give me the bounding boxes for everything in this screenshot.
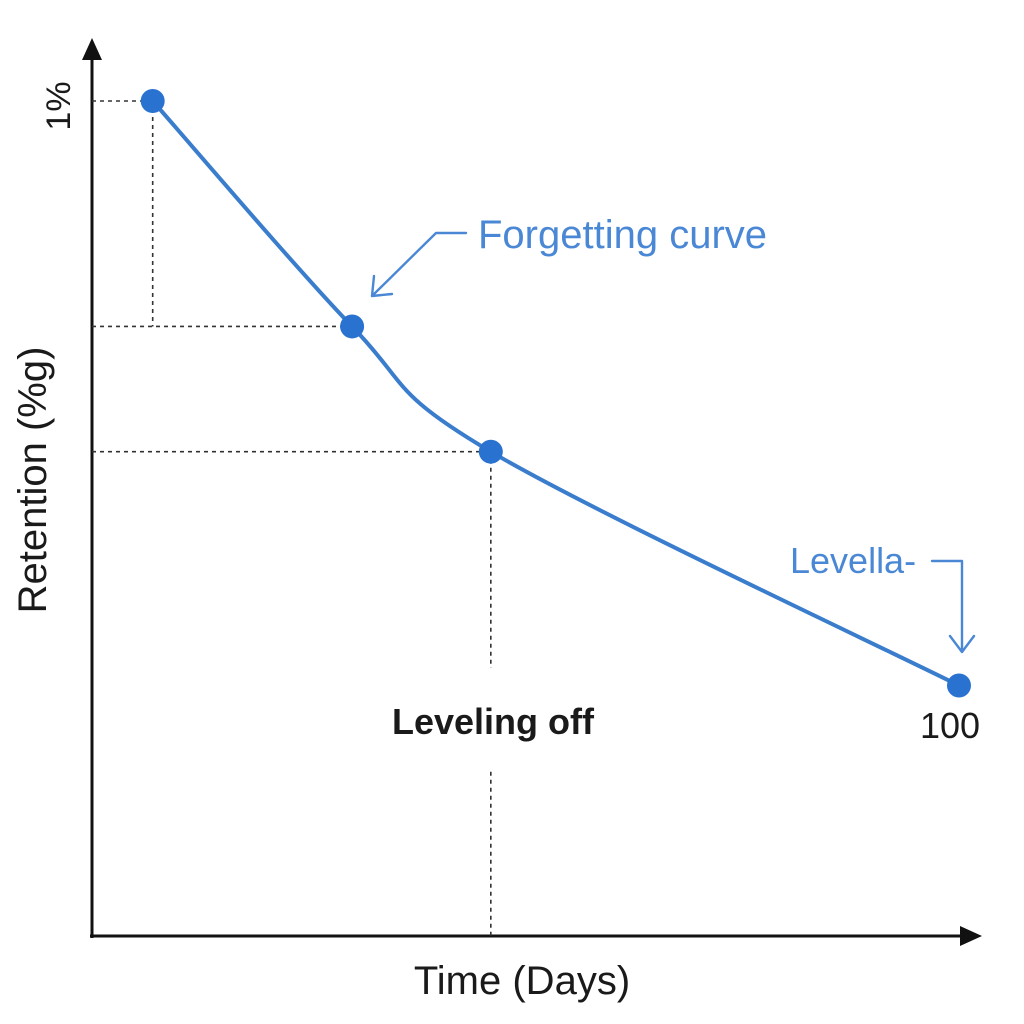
data-points: [140, 89, 971, 698]
annotation-leveling-off: Leveling off: [392, 701, 595, 742]
y-tick-top-label: 1%: [40, 81, 78, 130]
y-axis-arrowhead: [82, 38, 102, 60]
y-axis-label: Retention (%g): [11, 347, 55, 614]
data-point-2: [478, 439, 503, 464]
series-line: [150, 99, 961, 688]
data-point-3: [946, 673, 971, 698]
annotation-leveling-off-bg: [370, 668, 610, 768]
x-axis-arrowhead: [960, 926, 982, 946]
data-point-1: [340, 314, 365, 339]
annotation-forgetting-arrow-icon: [370, 231, 468, 298]
x-end-label: 100: [920, 705, 980, 746]
data-point-0: [140, 89, 165, 113]
guide-lines: [92, 100, 492, 936]
x-axis-label: Time (Days): [414, 959, 630, 1003]
annotation-levella: Levella-: [790, 540, 916, 581]
annotation-forgetting-curve: Forgetting curve: [478, 213, 767, 257]
annotation-levella-arrow-icon: [930, 559, 976, 654]
